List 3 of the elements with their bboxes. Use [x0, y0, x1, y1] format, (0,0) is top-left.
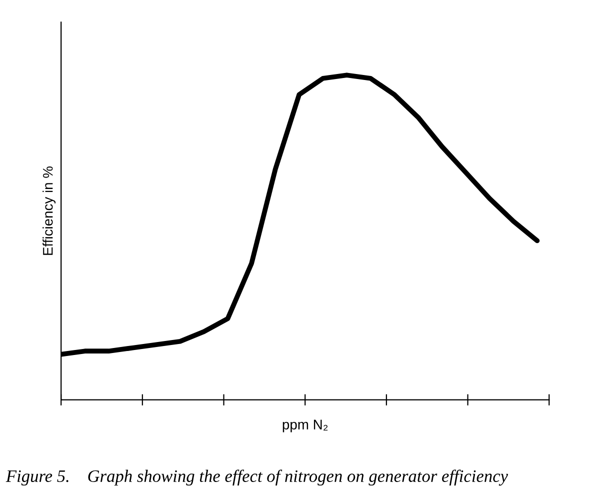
- y-axis-title: Efficiency in %: [42, 166, 56, 255]
- x-axis-title: ppm N₂: [282, 420, 328, 432]
- caption: Figure 5. Graph showing the effect of nitrogen on generator efficiency: [6, 470, 508, 486]
